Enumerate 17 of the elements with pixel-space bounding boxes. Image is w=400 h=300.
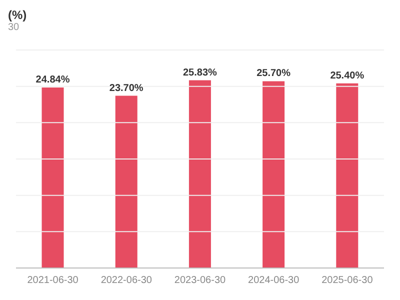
data-label: 25.40% xyxy=(330,70,364,82)
x-tick-label: 2022-06-30 xyxy=(100,275,152,286)
bar xyxy=(336,83,358,268)
chart-title: (%) xyxy=(8,8,28,22)
chart-subtitle: 30 xyxy=(8,22,20,34)
data-label: 23.70% xyxy=(109,82,144,94)
bar xyxy=(262,81,285,268)
x-tick-label: 2024-06-30 xyxy=(248,275,300,286)
x-tick-label: 2021-06-30 xyxy=(27,275,79,286)
data-label: 25.70% xyxy=(256,68,291,80)
x-tick-label: 2023-06-30 xyxy=(174,275,226,286)
data-label: 25.83% xyxy=(183,67,218,78)
bar xyxy=(115,96,138,268)
data-label: 24.84% xyxy=(36,74,70,86)
x-tick-label: 2025-06-30 xyxy=(322,275,374,286)
bar xyxy=(188,80,211,268)
bar xyxy=(42,87,64,268)
